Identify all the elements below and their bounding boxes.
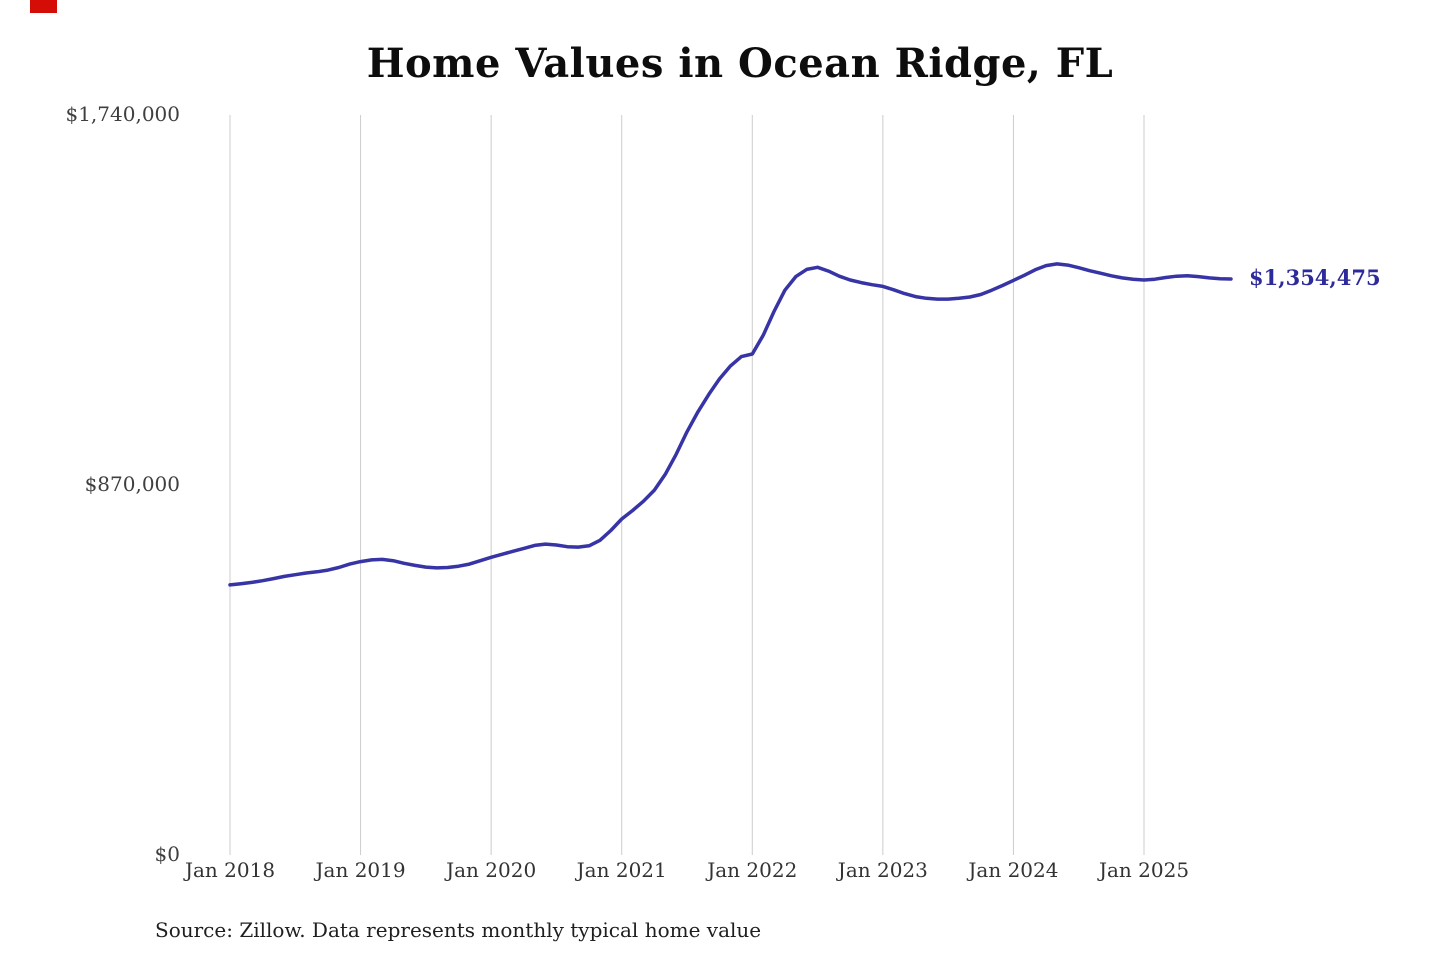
y-tick-label: $0 [154,842,180,866]
current-value-label: $1,354,475 [1249,264,1381,290]
y-tick-label: $1,740,000 [65,102,180,126]
y-tick-label: $870,000 [84,472,180,496]
home-value-line [228,262,1233,587]
x-tick-label: Jan 2018 [184,858,276,882]
x-tick-label: Jan 2019 [315,858,406,882]
x-tick-label: Jan 2024 [968,858,1059,882]
corner-artifact [30,0,57,13]
source-note: Source: Zillow. Data represents monthly … [155,918,762,942]
chart-title: Home Values in Ocean Ridge, FL [366,40,1114,87]
x-tick-label: Jan 2022 [707,858,798,882]
x-tick-label: Jan 2020 [446,858,537,882]
x-tick-label: Jan 2023 [837,858,928,882]
x-tick-label: Jan 2021 [576,858,667,882]
x-tick-label: Jan 2025 [1098,858,1190,882]
